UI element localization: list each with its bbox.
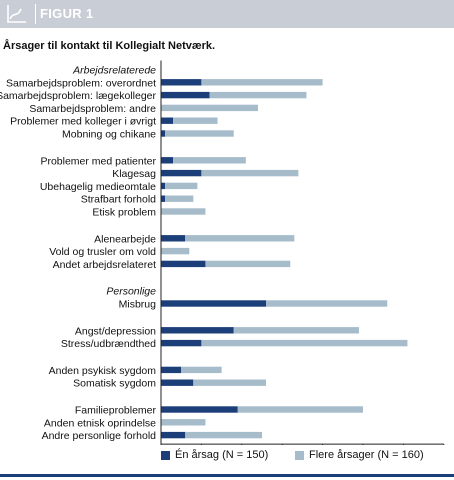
category-label: Samarbejdsproblem: lægekolleger — [0, 90, 156, 102]
bar-anden-psykisk-sygdom-one-reason — [161, 366, 182, 374]
bar-anden-etnisk-oprindelse-multiple-reasons — [161, 419, 206, 426]
bar-samarbejdsproblem-overordnet-one-reason — [161, 79, 202, 86]
category-label: Samarbejdsproblem: andre — [29, 103, 156, 115]
category-label: Anden etnisk oprindelse — [44, 417, 156, 429]
bar-somatisk-sygdom-multiple-reasons — [193, 379, 267, 386]
category-label: Mobning og chikane — [62, 129, 156, 141]
bar-stress-udbr-ndthed-one-reason — [161, 339, 202, 347]
bar-samarbejdsproblem-overordnet-multiple-reasons — [201, 79, 323, 86]
bar-mobning-og-chikane-one-reason — [161, 130, 166, 137]
bar-ubehagelig-medieomtale-one-reason — [161, 182, 166, 190]
category-label: Andet arbejdsrelateret — [53, 259, 156, 271]
category-label: Misbrug — [119, 299, 157, 311]
bar-alenearbejde-one-reason — [161, 235, 186, 242]
category-label: Somatisk sygdom — [73, 378, 156, 390]
group-heading: Personlige — [106, 286, 156, 298]
bar-problemer-med-patienter-multiple-reasons — [173, 157, 246, 164]
bar-samarbejdsproblem-l-gekolleger-one-reason — [161, 91, 210, 99]
bar-strafbart-forhold-multiple-reasons — [165, 195, 194, 202]
bar-andet-arbejdsrelateret-one-reason — [161, 260, 206, 268]
category-label: Samarbejdsproblem: overordnet — [6, 77, 156, 89]
chart-title: Årsager til kontakt til Kollegialt Netvæ… — [3, 40, 216, 52]
bar-problemer-med-patienter-one-reason — [161, 157, 174, 164]
bar-somatisk-sygdom-one-reason — [161, 379, 194, 386]
bar-problemer-med-kolleger-i-vrigt-one-reason — [161, 117, 174, 124]
bar-alenearbejde-multiple-reasons — [185, 235, 295, 242]
bar-andre-personlige-forhold-multiple-reasons — [185, 431, 262, 439]
bar-strafbart-forhold-one-reason — [161, 195, 166, 202]
header-divider — [35, 4, 36, 24]
bar-samarbejdsproblem-andre-multiple-reasons — [161, 104, 258, 112]
chart-legend: Én årsag (N = 150) Flere årsager (N = 16… — [0, 448, 454, 464]
line-chart-icon — [7, 5, 26, 23]
category-label: Etisk problem — [92, 207, 156, 219]
footer-rule — [0, 474, 454, 477]
bar-misbrug-one-reason — [161, 300, 267, 307]
bar-familieproblemer-one-reason — [161, 406, 238, 413]
legend-swatch-one-reason — [161, 451, 170, 460]
category-label: Anden psykisk sygdom — [49, 365, 157, 377]
legend-label-multiple-reasons: Flere årsager (N = 160) — [309, 449, 424, 461]
bar-andre-personlige-forhold-one-reason — [161, 431, 186, 439]
category-label: Vold og trusler om vold — [49, 246, 156, 258]
category-label: Andre personlige forhold — [42, 430, 157, 442]
bar-samarbejdsproblem-l-gekolleger-multiple-reasons — [209, 91, 307, 99]
bar-misbrug-multiple-reasons — [266, 300, 388, 307]
bar-klagesag-one-reason — [161, 169, 202, 177]
bar-etisk-problem-multiple-reasons — [161, 208, 206, 215]
category-label: Alenearbejde — [94, 233, 156, 245]
category-label: Ubehagelig medieomtale — [40, 181, 156, 193]
category-label: Problemer med patienter — [40, 155, 156, 167]
bar-problemer-med-kolleger-i-vrigt-multiple-reasons — [173, 117, 218, 124]
category-label: Strafbart forhold — [81, 194, 156, 206]
bar-familieproblemer-multiple-reasons — [237, 406, 363, 413]
bar-vold-og-trusler-om-vold-multiple-reasons — [161, 247, 190, 255]
bar-klagesag-multiple-reasons — [201, 169, 299, 177]
category-label: Stress/udbrændthed — [61, 338, 156, 350]
bar-anden-psykisk-sygdom-multiple-reasons — [181, 366, 222, 374]
group-heading: Arbejdsrelaterede — [72, 65, 156, 77]
category-label: Familieproblemer — [75, 405, 157, 417]
bar-angst-depression-one-reason — [161, 327, 234, 334]
bar-mobning-og-chikane-multiple-reasons — [165, 130, 234, 137]
category-label: Angst/depression — [75, 325, 156, 337]
bar-stress-udbr-ndthed-multiple-reasons — [201, 339, 408, 347]
legend-swatch-multiple-reasons — [295, 451, 304, 460]
figure-header: FIGUR 1 — [0, 0, 454, 28]
figure-label: FIGUR 1 — [40, 6, 94, 21]
bar-ubehagelig-medieomtale-multiple-reasons — [165, 182, 198, 190]
category-label: Klagesag — [112, 168, 156, 180]
bar-angst-depression-multiple-reasons — [233, 327, 359, 334]
category-label: Problemer med kolleger i øvrigt — [10, 116, 156, 128]
bar-andet-arbejdsrelateret-multiple-reasons — [205, 260, 291, 268]
legend-label-one-reason: Én årsag (N = 150) — [175, 449, 269, 461]
